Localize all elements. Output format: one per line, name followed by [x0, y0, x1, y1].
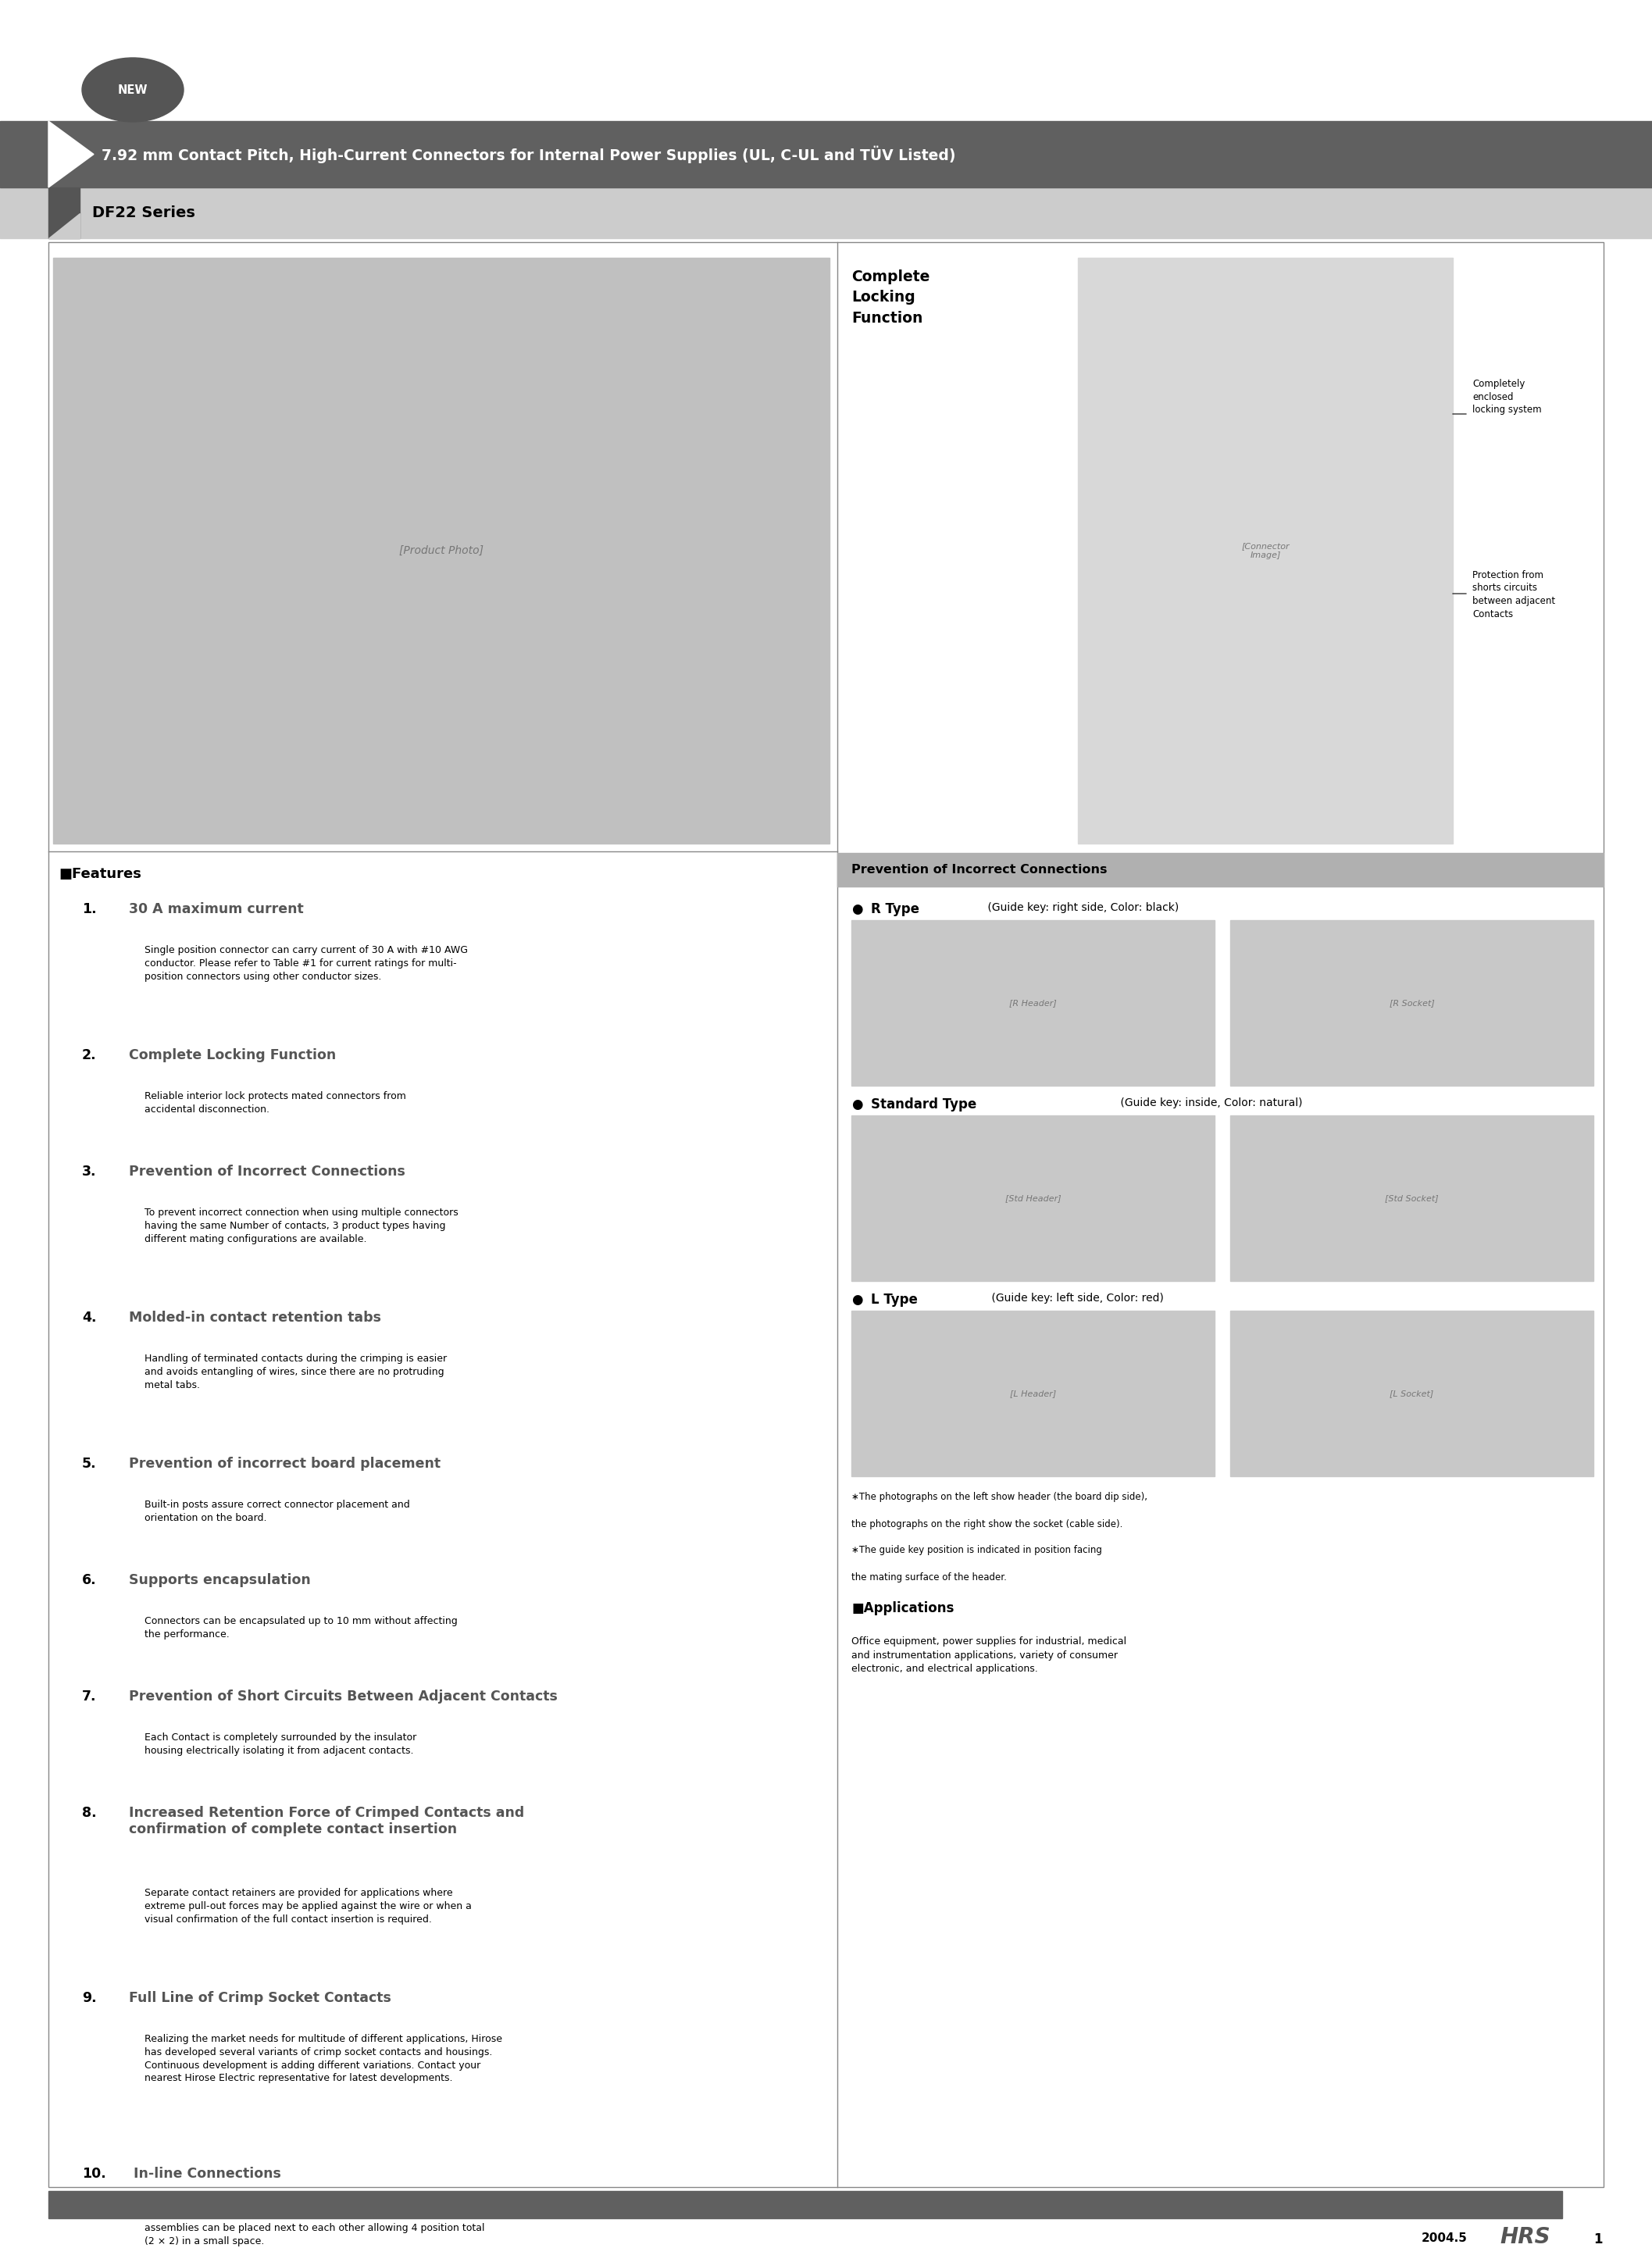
Text: ●: ● — [851, 1293, 862, 1306]
Text: [Product Photo]: [Product Photo] — [400, 546, 484, 555]
Bar — [851, 1115, 1214, 1281]
Bar — [48, 187, 79, 238]
Bar — [851, 1311, 1214, 1477]
Text: Built-in posts assure correct connector placement and
orientation on the board.: Built-in posts assure correct connector … — [144, 1499, 410, 1522]
Text: 30 A maximum current: 30 A maximum current — [129, 901, 304, 917]
Text: 2.: 2. — [83, 1048, 96, 1063]
Bar — [1231, 1115, 1594, 1281]
Text: (Guide key: right side, Color: black): (Guide key: right side, Color: black) — [985, 901, 1180, 913]
Text: [Std Header]: [Std Header] — [1004, 1194, 1061, 1203]
Text: Office equipment, power supplies for industrial, medical
and instrumentation app: Office equipment, power supplies for ind… — [851, 1637, 1127, 1675]
Text: Full Line of Crimp Socket Contacts: Full Line of Crimp Socket Contacts — [129, 1992, 392, 2005]
Text: 2004.5: 2004.5 — [1422, 2232, 1467, 2244]
Text: Connectors can be encapsulated up to 10 mm without affecting
the performance.: Connectors can be encapsulated up to 10 … — [144, 1616, 458, 1639]
Text: In-line Connections: In-line Connections — [129, 2167, 281, 2181]
Polygon shape — [48, 214, 79, 238]
Text: [R Header]: [R Header] — [1009, 998, 1057, 1007]
Bar — [1231, 1311, 1594, 1477]
Text: R Type: R Type — [871, 901, 920, 917]
Text: To prevent incorrect connection when using multiple connectors
having the same N: To prevent incorrect connection when usi… — [144, 1207, 458, 1243]
Text: Prevention of incorrect board placement: Prevention of incorrect board placement — [129, 1457, 441, 1470]
Text: ■Applications: ■Applications — [851, 1601, 953, 1616]
Text: DF22 Series: DF22 Series — [93, 205, 195, 220]
Polygon shape — [48, 121, 94, 187]
Text: Molded-in contact retention tabs: Molded-in contact retention tabs — [129, 1311, 382, 1324]
Text: 1.: 1. — [83, 901, 96, 917]
Text: Protection from
shorts circuits
between adjacent
Contacts: Protection from shorts circuits between … — [1472, 571, 1555, 618]
Text: Completely
enclosed
locking system: Completely enclosed locking system — [1472, 380, 1541, 416]
Bar — [53, 259, 829, 843]
Text: Handling of terminated contacts during the crimping is easier
and avoids entangl: Handling of terminated contacts during t… — [144, 1353, 448, 1389]
Text: Complete
Locking
Function: Complete Locking Function — [851, 270, 930, 326]
Ellipse shape — [83, 58, 183, 121]
Text: Connectors can be ordered for in-line cable connections. In addition,
assemblies: Connectors can be ordered for in-line ca… — [144, 2210, 484, 2246]
Bar — [48, 243, 1604, 2187]
Text: 10.: 10. — [83, 2167, 106, 2181]
Text: HRS: HRS — [1500, 2226, 1550, 2248]
Text: 4.: 4. — [83, 1311, 96, 1324]
Text: L Type: L Type — [871, 1293, 917, 1306]
Text: Separate contact retainers are provided for applications where
extreme pull-out : Separate contact retainers are provided … — [144, 1888, 472, 1924]
Bar — [1077, 259, 1452, 843]
Text: the photographs on the right show the socket (cable side).: the photographs on the right show the so… — [851, 1520, 1123, 1529]
Text: 9.: 9. — [83, 1992, 96, 2005]
Text: the mating surface of the header.: the mating surface of the header. — [851, 1571, 1006, 1583]
Text: Complete Locking Function: Complete Locking Function — [129, 1048, 335, 1063]
Text: Realizing the market needs for multitude of different applications, Hirose
has d: Realizing the market needs for multitude… — [144, 2034, 502, 2084]
Bar — [0, 121, 1652, 187]
Text: Single position connector can carry current of 30 A with #10 AWG
conductor. Plea: Single position connector can carry curr… — [144, 944, 468, 982]
Text: Reliable interior lock protects mated connectors from
accidental disconnection.: Reliable interior lock protects mated co… — [144, 1090, 406, 1115]
Text: [R Socket]: [R Socket] — [1389, 998, 1434, 1007]
Text: Standard Type: Standard Type — [871, 1097, 976, 1111]
Text: 5.: 5. — [83, 1457, 96, 1470]
Text: [L Header]: [L Header] — [1009, 1389, 1056, 1398]
Text: ∗The photographs on the left show header (the board dip side),: ∗The photographs on the left show header… — [851, 1493, 1148, 1502]
Text: ●: ● — [851, 901, 862, 917]
Text: ■Features: ■Features — [58, 868, 142, 881]
Text: [Std Socket]: [Std Socket] — [1384, 1194, 1439, 1203]
Text: Increased Retention Force of Crimped Contacts and
confirmation of complete conta: Increased Retention Force of Crimped Con… — [129, 1805, 524, 1837]
Text: 7.: 7. — [83, 1690, 96, 1704]
Text: 1: 1 — [1594, 2232, 1602, 2246]
Text: NEW: NEW — [117, 83, 147, 97]
Text: Supports encapsulation: Supports encapsulation — [129, 1574, 311, 1587]
Text: (Guide key: left side, Color: red): (Guide key: left side, Color: red) — [988, 1293, 1163, 1304]
Text: 7.92 mm Contact Pitch, High-Current Connectors for Internal Power Supplies (UL, : 7.92 mm Contact Pitch, High-Current Conn… — [101, 146, 955, 164]
Bar — [838, 852, 1604, 886]
Text: Prevention of Short Circuits Between Adjacent Contacts: Prevention of Short Circuits Between Adj… — [129, 1690, 558, 1704]
Text: ∗The guide key position is indicated in position facing: ∗The guide key position is indicated in … — [851, 1544, 1102, 1556]
Text: 6.: 6. — [83, 1574, 96, 1587]
Text: [L Socket]: [L Socket] — [1389, 1389, 1434, 1398]
Bar — [48, 2192, 1563, 2219]
Text: Prevention of Incorrect Connections: Prevention of Incorrect Connections — [851, 863, 1107, 877]
Text: Each Contact is completely surrounded by the insulator
housing electrically isol: Each Contact is completely surrounded by… — [144, 1733, 416, 1756]
Text: 3.: 3. — [83, 1164, 96, 1178]
Text: Prevention of Incorrect Connections: Prevention of Incorrect Connections — [129, 1164, 405, 1178]
Text: (Guide key: inside, Color: natural): (Guide key: inside, Color: natural) — [1117, 1097, 1302, 1108]
Text: [Connector
Image]: [Connector Image] — [1241, 542, 1290, 560]
Bar — [851, 919, 1214, 1086]
Bar — [0, 187, 1652, 238]
Text: ●: ● — [851, 1097, 862, 1111]
Bar — [1231, 919, 1594, 1086]
Text: 8.: 8. — [83, 1805, 96, 1821]
